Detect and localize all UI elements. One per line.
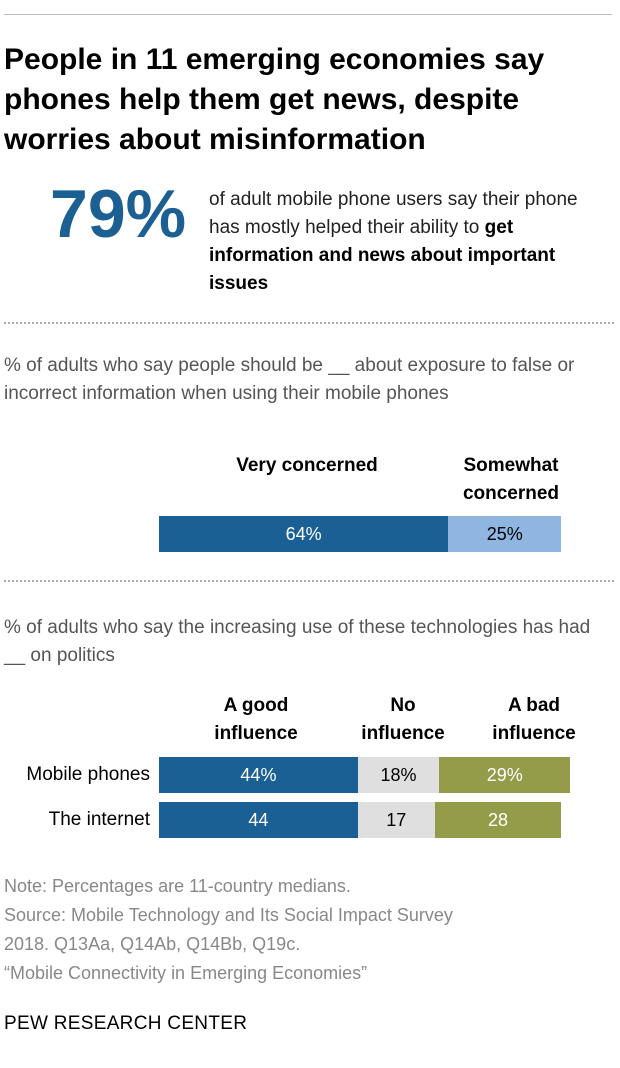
- callout-value: 79%: [50, 176, 187, 252]
- note-line: 2018. Q13Aa, Q14Ab, Q14Bb, Q19c.: [4, 934, 301, 954]
- bar-very-concerned: 64%: [159, 516, 449, 552]
- row-label: Mobile phones: [26, 764, 150, 785]
- note-block: Note: Percentages are 11-country medians…: [4, 872, 614, 988]
- row-label: The internet: [48, 809, 150, 830]
- section-divider: [4, 322, 614, 324]
- bar-bad-influence: 28: [434, 802, 562, 838]
- callout-description: of adult mobile phone users say their ph…: [209, 186, 604, 298]
- bar-good-influence: 44: [159, 802, 358, 838]
- bar-no-influence: 18%: [357, 757, 440, 793]
- top-rule: [4, 14, 612, 15]
- chart1-question: % of adults who say people should be __ …: [4, 355, 575, 404]
- callout-description-text: of adult mobile phone users say their ph…: [209, 189, 578, 238]
- note-line: Source: Mobile Technology and Its Social…: [4, 905, 453, 925]
- section-divider: [4, 580, 614, 582]
- note-line: Note: Percentages are 11-country medians…: [4, 876, 351, 896]
- source-footer: PEW RESEARCH CENTER: [4, 1013, 248, 1034]
- callout-description-bold: get information and news about important…: [209, 217, 556, 294]
- bar-somewhat-concerned: 25%: [448, 516, 562, 552]
- bar-good-influence: 44%: [159, 757, 358, 793]
- chart2-header-bad: A bad influence: [492, 695, 576, 744]
- page-title: People in 11 emerging economies say phon…: [4, 43, 545, 156]
- chart1-header-very: Very concerned: [236, 455, 378, 476]
- bar-no-influence: 17: [357, 802, 435, 838]
- chart1-header-somewhat: Somewhat concerned: [462, 455, 560, 504]
- note-line: “Mobile Connectivity in Emerging Economi…: [4, 963, 368, 983]
- chart2-header-good: A good influence: [214, 695, 298, 744]
- bar-bad-influence: 29%: [439, 757, 571, 793]
- chart2-header-none: No influence: [361, 695, 445, 744]
- chart2-question: % of adults who say the increasing use o…: [4, 617, 591, 666]
